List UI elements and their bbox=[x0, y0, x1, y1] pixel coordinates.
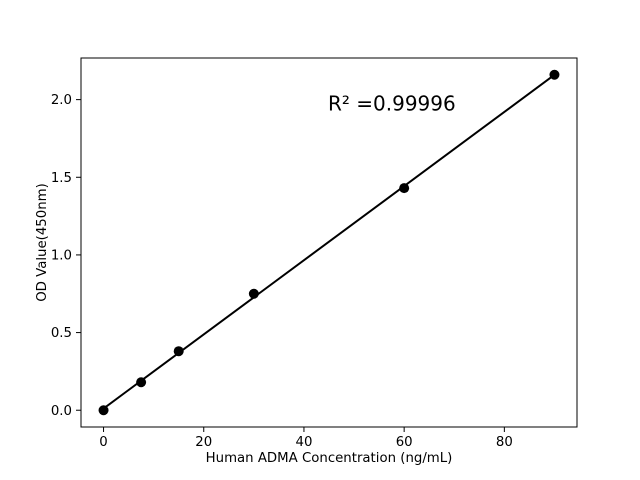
x-tick-label: 0 bbox=[99, 435, 107, 450]
y-axis-label: OD Value(450nm) bbox=[35, 183, 50, 302]
fit-line bbox=[102, 73, 556, 410]
y-tick-label: 1.5 bbox=[51, 171, 72, 186]
data-point bbox=[248, 288, 259, 299]
r-squared-annotation: R² =0.99996 bbox=[328, 91, 456, 115]
x-tick-label: 20 bbox=[195, 435, 212, 450]
data-point bbox=[549, 69, 560, 80]
y-tick-label: 0.5 bbox=[51, 326, 72, 341]
x-tick-label: 80 bbox=[496, 435, 513, 450]
y-tick-label: 1.0 bbox=[51, 249, 72, 264]
y-tick-label: 0.0 bbox=[51, 404, 72, 419]
x-tick-label: 40 bbox=[295, 435, 312, 450]
plot-border bbox=[80, 57, 578, 428]
data-point bbox=[399, 183, 410, 194]
data-point bbox=[136, 377, 147, 388]
y-tick-label: 2.0 bbox=[51, 93, 72, 108]
x-axis-label: Human ADMA Concentration (ng/mL) bbox=[206, 451, 453, 466]
data-point bbox=[173, 346, 184, 357]
x-tick-label: 60 bbox=[396, 435, 413, 450]
data-point bbox=[98, 405, 109, 416]
